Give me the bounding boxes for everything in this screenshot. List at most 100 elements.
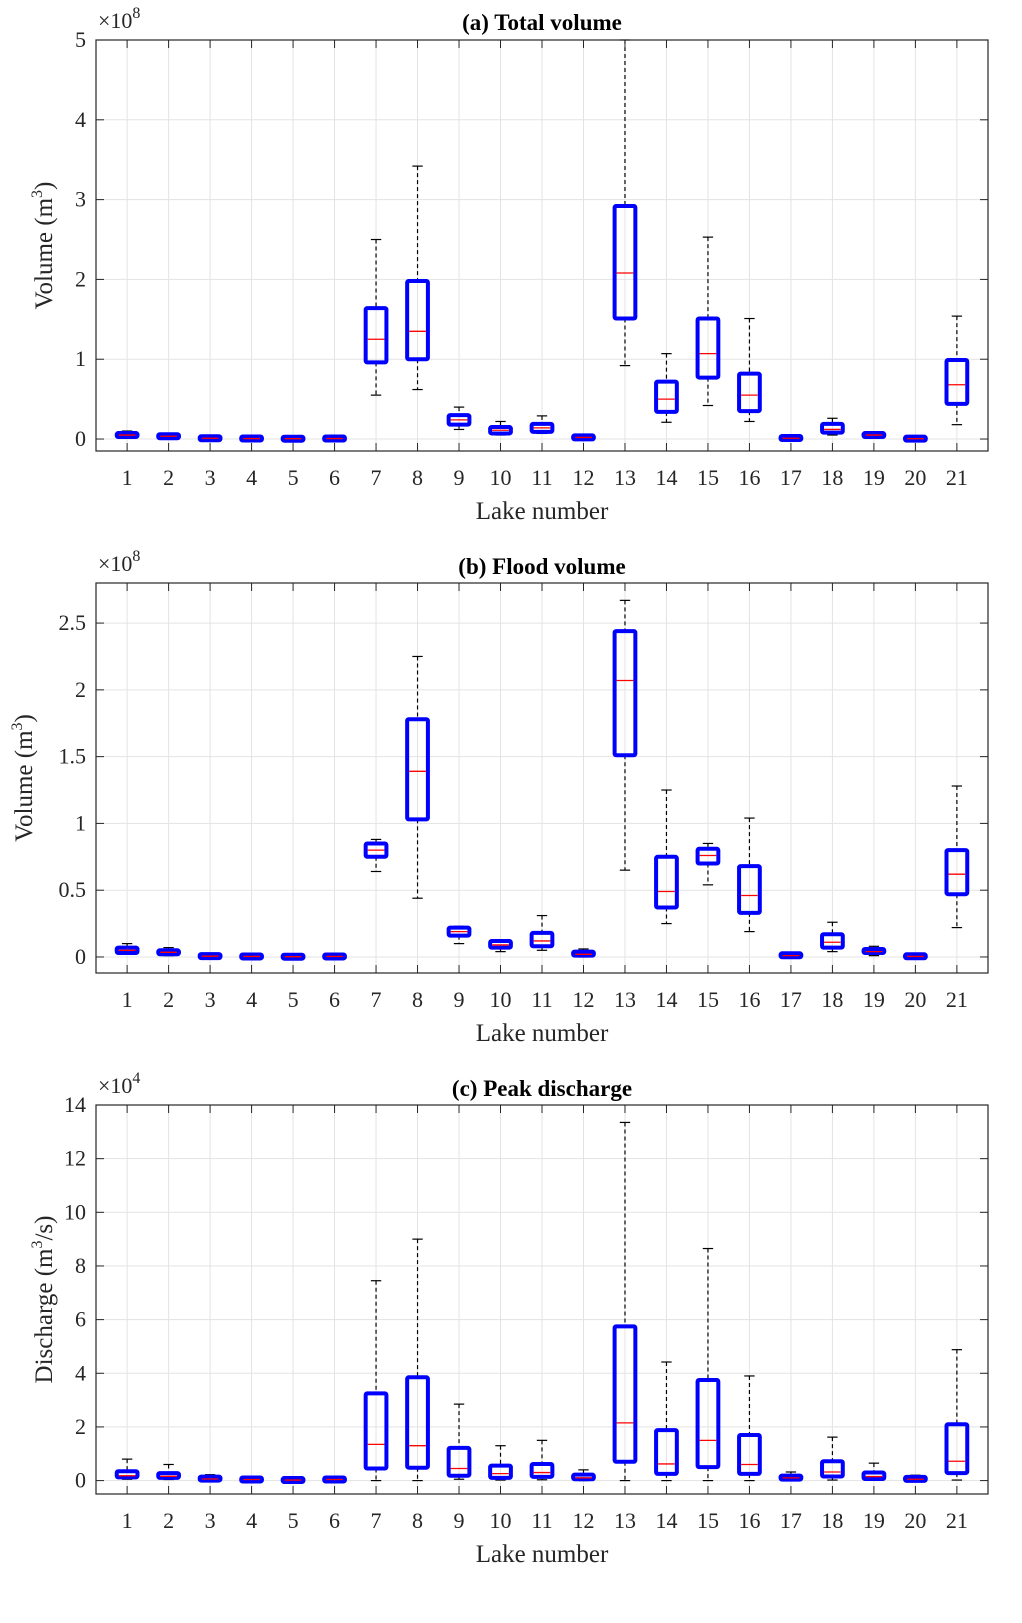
box-iqr [446,413,472,427]
box-lake-15 [695,1247,721,1482]
y-axis-label: Volume (m3) [29,182,58,310]
x-tick-label: 16 [738,1508,760,1533]
box-lake-18 [820,1436,845,1481]
chart-title: (c) Peak discharge [452,1076,632,1101]
y-label-superscript: 3 [9,722,26,730]
x-tick-label: 2 [163,465,174,490]
x-tick-label: 16 [738,987,760,1012]
box-lake-6 [322,952,347,961]
y-exponent-base: ×10 [98,1073,132,1098]
y-exponent-power: 8 [132,548,140,565]
grid [96,1104,988,1494]
box-lake-11 [529,914,555,951]
x-tick-label: 7 [371,1508,382,1533]
x-tick-label: 12 [572,987,594,1012]
x-tick-label: 17 [780,465,802,490]
x-tick-label: 21 [946,987,968,1012]
box-iqr [737,1432,762,1476]
box-lake-19 [861,1462,887,1481]
y-tick-label: 2 [75,266,86,291]
box-iqr [197,1474,223,1483]
box-iqr [571,949,596,958]
x-tick-label: 5 [288,1508,299,1533]
box-iqr [197,434,223,443]
x-tick-label: 7 [371,987,382,1012]
box-iqr [861,1470,887,1481]
box-lake-20 [903,1474,928,1483]
panel-2: 00.511.522.51 2 3 4 5 6 7 8 9 10 11 12 13 14 15 16 17 18 1… [9,548,989,1047]
x-tick-label: 1 [122,465,133,490]
box-lake-8 [405,655,430,899]
box-lake-6 [322,434,347,443]
box-lake-5 [280,1476,306,1485]
box-lake-4 [239,952,264,961]
box-iqr [778,1473,804,1482]
y-axis-label: Volume (m3) [9,714,38,842]
box-lake-4 [239,434,264,443]
box-lake-12 [571,948,596,958]
box-lake-7 [363,1280,389,1482]
y-tick-label: 0 [75,944,86,969]
box-iqr [695,846,721,866]
box-lake-21 [944,315,970,426]
box-iqr [612,629,638,758]
box-lake-11 [529,415,555,435]
box-lake-16 [737,1375,762,1482]
box-lake-2 [156,1463,181,1481]
y-label-end: ) [11,714,38,722]
box-iqr [322,952,347,961]
box-iqr [737,371,762,414]
x-tick-label: 15 [697,987,719,1012]
box-iqr [695,316,721,380]
x-tick-label: 2 [163,1508,174,1533]
box-iqr [239,1475,264,1484]
box-iqr [529,930,555,949]
box-iqr [197,952,223,961]
box-lake-15 [695,236,721,407]
y-tick-label: 1.5 [59,744,87,769]
box-lake-13 [612,599,638,871]
y-tick-label: 10 [64,1199,86,1224]
box-iqr [114,1469,140,1480]
box-lake-12 [571,1469,596,1482]
x-tick-label: 6 [329,1508,340,1533]
box-iqr [944,848,970,897]
box-lake-4 [239,1475,264,1484]
box-lake-9 [446,1403,472,1480]
box-lake-9 [446,925,472,945]
chart-title: (a) Total volume [462,10,622,35]
box-lake-18 [820,417,845,436]
box-iqr [363,1391,389,1471]
x-tick-label: 3 [205,1508,216,1533]
y-tick-label: 12 [64,1146,86,1171]
box-iqr [944,1422,970,1476]
x-tick-label: 11 [531,465,552,490]
x-tick-label: 7 [371,465,382,490]
box-iqr [903,952,928,961]
x-tick-label: 18 [821,987,843,1012]
x-tick-label: 8 [412,987,423,1012]
y-tick-label: 4 [75,1360,86,1385]
box-iqr [322,434,347,443]
box-lake-6 [322,1475,347,1484]
box-lake-2 [156,432,181,441]
box-iqr [944,358,970,406]
box-lake-11 [529,1439,555,1481]
box-lake-17 [778,1471,804,1482]
y-tick-label: 0.5 [59,877,87,902]
x-tick-label: 10 [490,1508,512,1533]
y-tick-label: 3 [75,187,86,212]
y-tick-label: 2.5 [59,610,87,635]
box-iqr [778,434,804,443]
box-iqr [488,938,513,950]
y-exponent-base: ×10 [98,8,132,33]
box-lake-21 [944,1349,970,1481]
box-lake-14 [654,1361,679,1482]
x-tick-label: 17 [780,1508,802,1533]
y-exponent-label: ×104 [98,1070,140,1098]
box-iqr [612,1324,638,1464]
box-iqr [737,864,762,915]
box-iqr [280,952,306,961]
